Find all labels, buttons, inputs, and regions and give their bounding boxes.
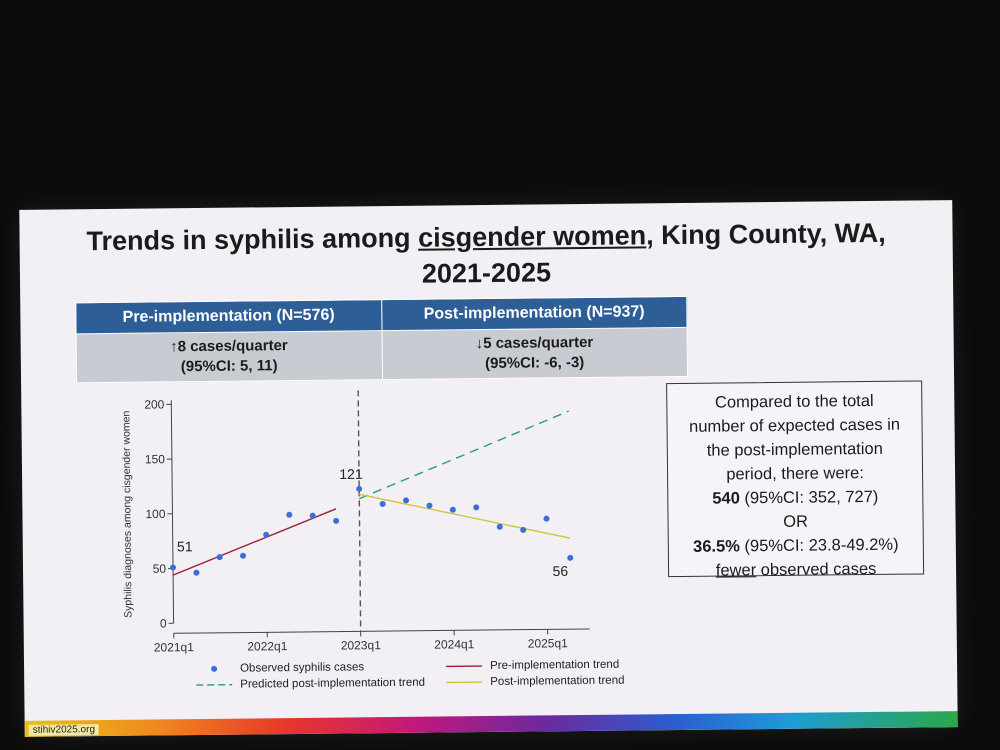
x-tick-label: 2021q1: [154, 640, 195, 654]
legend-label: Observed syphilis cases: [240, 661, 365, 675]
slide-title: Trends in syphilis among cisgender women…: [19, 214, 953, 296]
observed-point: [286, 511, 293, 518]
note-line8-underlined: fewer: [715, 561, 757, 580]
x-tick-label: 2025q1: [528, 636, 569, 650]
title-part2: , King County, WA,: [646, 217, 886, 251]
x-tick-label: 2024q1: [434, 637, 475, 651]
legend-label: Post-implementation trend: [490, 674, 625, 688]
pre-ci: (95%CI: 5, 11): [180, 357, 278, 376]
legend-item: Pre-implementation trend: [444, 659, 619, 673]
y-tick-label: 150: [145, 452, 165, 466]
observed-point: [426, 502, 433, 509]
pre-header: Pre-implementation (N=576): [75, 299, 382, 334]
expected-cases-note: Compared to the total number of expected…: [666, 380, 925, 580]
note-line6: OR: [783, 512, 809, 531]
x-tick-label: 2022q1: [247, 639, 288, 653]
legend-swatch: [211, 665, 218, 672]
predicted-trend-line: [359, 410, 569, 500]
data-label: 121: [339, 466, 363, 482]
y-axis-line: [170, 400, 175, 624]
post-ci: (95%CI: -6, -3): [484, 353, 585, 373]
note-line8: fewer observed cases: [669, 556, 923, 583]
post-implementation-trend-line: [359, 493, 571, 539]
note-line7-rest: (95%CI: 23.8-49.2%): [739, 535, 899, 556]
trend-summary-table: Pre-implementation (N=576) Post-implemen…: [75, 296, 688, 383]
observed-point: [567, 554, 574, 561]
observed-point: [520, 526, 527, 533]
observed-point: [379, 500, 386, 507]
note-line8-rest: observed cases: [756, 559, 877, 580]
observed-point: [263, 531, 270, 538]
legend-item: Predicted post-implementation trend: [194, 677, 425, 691]
legend-item: Observed syphilis cases: [194, 661, 364, 675]
legend-swatch: [446, 665, 483, 668]
observed-point: [193, 569, 200, 576]
post-cell: ↓5 cases/quarter (95%CI: -6, -3): [381, 327, 688, 380]
observed-point: [473, 504, 480, 511]
observed-point: [449, 506, 456, 513]
syphilis-trend-chart: 0 50 100 150 200 2021q1 2022q1 2023q1 2024q1 2025…: [120, 390, 590, 655]
x-tick-label: 2023q1: [341, 638, 382, 652]
note-line7-bold: 36.5%: [693, 537, 740, 556]
y-axis-label: Syphilis diagnoses among cisgender women: [120, 410, 134, 617]
observed-point: [356, 485, 363, 492]
y-tick-label: 200: [144, 397, 164, 411]
data-label: 51: [177, 538, 193, 554]
title-line2: 2021-2025: [421, 257, 552, 289]
note-line5-rest: (95%CI: 352, 727): [739, 487, 879, 508]
presentation-slide: Trends in syphilis among cisgender women…: [19, 200, 958, 737]
pre-cell: ↑8 cases/quarter (95%CI: 5, 11): [76, 330, 383, 383]
note-line5: 540 (95%CI: 352, 727): [668, 484, 922, 511]
chart-legend: Observed syphilis cases Pre-implementatio…: [194, 658, 634, 691]
observed-point: [240, 552, 247, 559]
legend-item: Post-implementation trend: [444, 674, 625, 689]
observed-point: [309, 512, 316, 519]
title-underlined: cisgender women: [417, 220, 647, 253]
legend-swatch: [196, 683, 233, 686]
y-tick-label: 50: [153, 562, 167, 576]
pre-implementation-trend-line: [172, 508, 337, 576]
note-line7: 36.5% (95%CI: 23.8-49.2%): [669, 532, 923, 559]
data-label: 56: [553, 563, 569, 579]
title-part1: Trends in syphilis among: [86, 222, 419, 257]
note-line1: Compared to the total: [714, 391, 874, 412]
x-axis-line: [173, 628, 590, 634]
footer-color-bar: [24, 711, 958, 737]
observed-point: [216, 554, 223, 561]
legend-label: Predicted post-implementation trend: [240, 676, 426, 691]
implementation-divider-line: [357, 390, 362, 632]
y-tick-label: 100: [145, 507, 165, 521]
legend-swatch: [446, 681, 483, 684]
y-tick-label: 0: [160, 616, 167, 630]
note-line4: period, there were:: [726, 464, 864, 484]
observed-point: [403, 497, 410, 504]
footer-url: stihiv2025.org: [28, 724, 100, 736]
note-line2: number of expected cases in: [688, 415, 901, 436]
legend-label: Pre-implementation trend: [490, 658, 620, 672]
observed-point: [170, 564, 177, 571]
post-header: Post-implementation (N=937): [381, 296, 688, 331]
observed-point: [543, 515, 550, 522]
observed-point: [496, 523, 503, 530]
note-line5-bold: 540: [712, 489, 740, 508]
observed-point: [333, 517, 340, 524]
note-line3: the post-implementation: [706, 439, 883, 460]
legend-point-marker: [211, 665, 218, 672]
